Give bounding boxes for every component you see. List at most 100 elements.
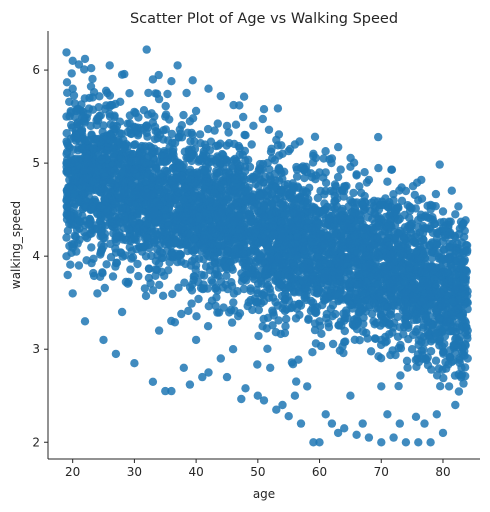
data-point [93,289,102,298]
data-point [288,223,297,232]
data-point [247,140,256,149]
data-point [376,287,385,296]
data-point [240,146,250,156]
data-point [244,155,253,164]
data-point [184,229,193,238]
data-point [401,438,411,447]
data-point [434,364,443,373]
data-point [191,335,201,345]
data-point [278,149,287,158]
data-point [222,141,231,150]
data-point [394,276,403,286]
data-point [184,306,193,316]
data-point [395,214,404,224]
data-point [432,410,441,419]
data-point [296,419,306,428]
data-point [199,244,208,253]
data-point [293,215,302,225]
data-point [135,183,144,192]
data-point [444,242,454,252]
data-point [208,278,217,287]
data-point [364,252,374,261]
data-point [350,247,360,256]
data-point [235,161,245,171]
data-point [95,137,105,147]
data-point [431,280,440,289]
data-point [216,354,225,363]
data-point [179,195,188,204]
data-point [113,189,122,199]
data-point [380,245,389,254]
data-point [308,298,318,307]
data-point [62,112,71,121]
data-point [340,424,349,433]
data-point [293,255,302,264]
data-point [380,301,389,310]
data-point [384,254,393,263]
data-point [199,284,209,293]
data-point [272,135,281,145]
data-point [338,342,347,351]
data-point [407,345,417,354]
data-point [115,117,125,126]
data-point [431,306,441,315]
x-ticks: 20 30 40 50 60 70 80 [65,459,451,479]
data-point [309,438,318,447]
data-point [177,309,186,319]
data-point [128,253,138,262]
data-point [374,163,383,173]
data-point [197,270,206,279]
data-point [188,76,197,85]
data-point [99,335,108,345]
data-point [438,207,448,216]
data-point [421,259,430,268]
data-point [290,140,300,149]
data-point [253,360,262,369]
data-point [71,154,81,163]
data-point [346,301,355,310]
data-point [451,400,460,410]
data-point [156,216,165,225]
data-point [212,179,222,188]
data-point [397,196,407,205]
data-point [304,195,313,204]
data-point [319,154,328,163]
data-point [68,56,77,65]
data-point [259,105,269,114]
data-point [228,345,238,354]
data-point [113,183,122,192]
data-point [171,195,180,204]
data-point [133,259,142,269]
data-point [385,279,394,288]
data-point [239,112,248,122]
data-point [363,295,372,304]
data-point [96,111,106,120]
data-point [88,105,98,114]
data-point [168,289,177,299]
data-point [237,269,246,278]
y-tick-label: 5 [32,156,40,170]
data-point [152,197,162,207]
data-point [62,158,71,168]
data-point [442,317,451,326]
data-point [126,265,135,274]
data-point [258,322,267,331]
data-point [215,159,224,168]
data-point [343,254,352,263]
data-point [305,183,314,192]
data-point [132,156,141,166]
data-point [321,168,330,177]
data-point [350,335,359,344]
data-point [167,386,176,396]
data-point [366,347,376,356]
data-point [147,251,156,261]
data-point [304,215,314,225]
data-point [252,170,261,179]
data-point [134,271,143,281]
data-point [195,130,205,139]
data-point [149,210,158,219]
data-point [457,261,466,270]
data-point [337,206,346,216]
data-point [367,309,377,319]
data-point [374,132,383,142]
